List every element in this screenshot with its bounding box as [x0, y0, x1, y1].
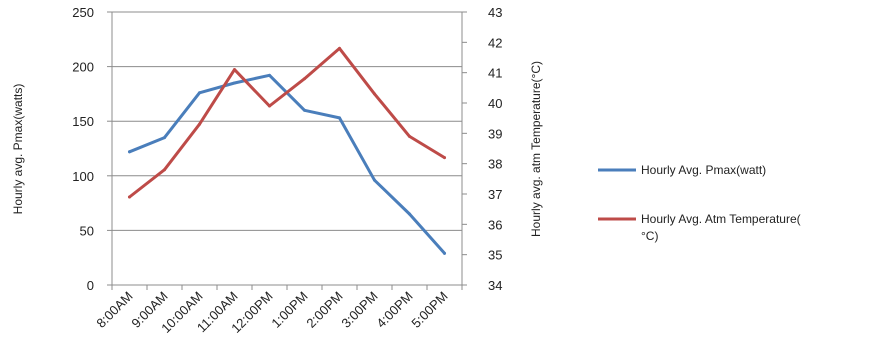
y-left-tick-label: 0 [87, 278, 94, 293]
legend-label: Hourly Avg. Atm Temperature( [641, 212, 801, 226]
y-left-tick-label: 200 [72, 60, 94, 75]
x-tick-label: 8:00AM [93, 289, 135, 331]
data-point [268, 73, 271, 77]
data-point [128, 150, 131, 154]
series-line-1 [128, 73, 446, 255]
data-point [408, 134, 411, 138]
axes [107, 11, 467, 290]
data-point [443, 156, 446, 160]
data-point [198, 122, 201, 126]
x-tick-label: 1:00PM [268, 289, 310, 331]
gridlines [112, 11, 462, 286]
y-left-tick-label: 250 [72, 5, 94, 20]
data-point [268, 104, 271, 108]
legend: Hourly Avg. Pmax(watt) Hourly Avg. Atm Te… [598, 163, 801, 243]
y-axis-right-title: Hourly avg. atm Temperature(°C) [529, 61, 543, 237]
data-point [373, 92, 376, 96]
data-point [303, 108, 306, 112]
data-point [303, 77, 306, 81]
y-right-tick-label: 35 [488, 248, 502, 263]
data-point [128, 195, 131, 199]
series-line-2 [128, 46, 446, 199]
y-right-tick-label: 37 [488, 187, 502, 202]
y-right-tick-label: 42 [488, 35, 502, 50]
y-left-tick-label: 150 [72, 114, 94, 129]
series-lines [128, 46, 446, 255]
y-right-tick-label: 41 [488, 66, 502, 81]
x-tick-label: 5:00PM [408, 289, 450, 331]
y-left-tick-label: 100 [72, 169, 94, 184]
y-right-tick-label: 39 [488, 126, 502, 141]
y-axis-left-title: Hourly avg. Pmax(watts) [11, 84, 25, 215]
data-point [408, 212, 411, 216]
data-point [198, 91, 201, 95]
data-point [233, 81, 236, 85]
y-right-tick-label: 43 [488, 5, 502, 20]
data-point [338, 116, 341, 120]
y-right-tick-label: 34 [488, 278, 502, 293]
data-point [338, 46, 341, 50]
y-right-tick-label: 36 [488, 217, 502, 232]
data-point [233, 68, 236, 72]
y-right-tick-label: 38 [488, 157, 502, 172]
data-point [163, 136, 166, 140]
y-right-tick-label: 40 [488, 96, 502, 111]
legend-label: °C) [641, 229, 658, 243]
legend-label: Hourly Avg. Pmax(watt) [641, 163, 766, 177]
data-point [163, 168, 166, 172]
x-tick-label: 2:00PM [303, 289, 345, 331]
x-tick-label: 4:00PM [373, 289, 415, 331]
x-tick-label: 3:00PM [338, 289, 380, 331]
data-point [443, 251, 446, 255]
y-left-tick-label: 50 [80, 223, 94, 238]
data-point [373, 178, 376, 182]
